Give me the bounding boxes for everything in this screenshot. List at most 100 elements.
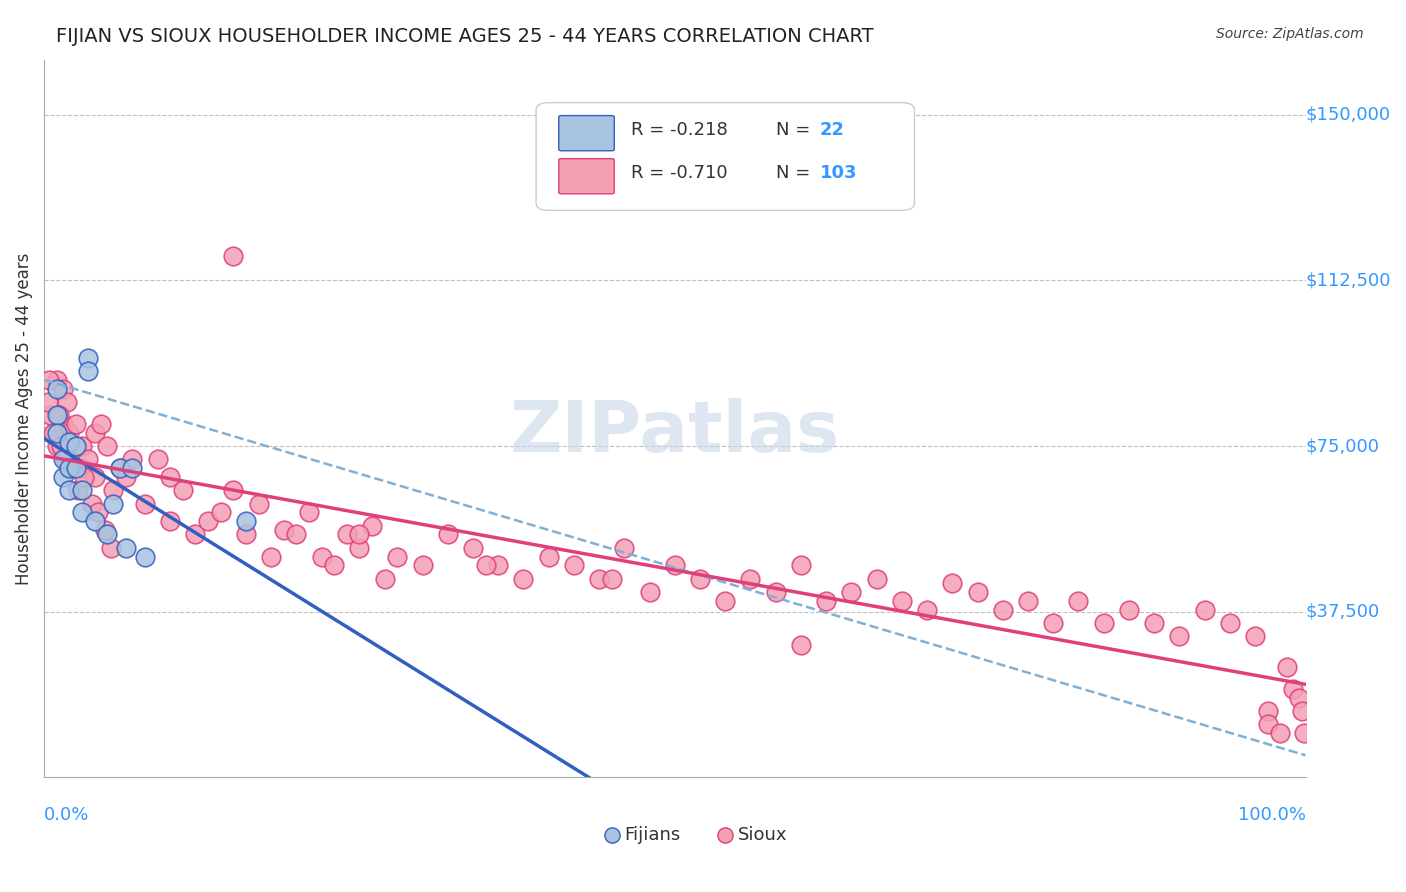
Point [562, 558, 585, 573]
Point [1017, 593, 1039, 607]
Point [664, 558, 686, 573]
Point [58, 452, 80, 467]
Point [45, 382, 67, 396]
Point [1219, 615, 1241, 630]
Point [412, 558, 434, 573]
Point [512, 572, 534, 586]
Point [115, 541, 138, 555]
Point [1244, 629, 1267, 643]
Text: ZIPatlas: ZIPatlas [510, 399, 839, 467]
Point [45, 425, 67, 440]
Point [70, 505, 93, 519]
Text: Sioux: Sioux [738, 826, 787, 844]
Point [1288, 690, 1310, 705]
Point [689, 572, 711, 586]
Point [349, 527, 371, 541]
Point [52, 417, 75, 431]
Point [790, 638, 813, 652]
Point [65, 417, 87, 431]
Point [1042, 615, 1064, 630]
Point [52, 470, 75, 484]
Text: $112,500: $112,500 [1306, 271, 1391, 289]
FancyBboxPatch shape [558, 116, 614, 151]
Point [159, 514, 181, 528]
Text: R = -0.218: R = -0.218 [631, 121, 727, 139]
Text: $150,000: $150,000 [1306, 106, 1391, 124]
Point [841, 585, 863, 599]
Point [77, 351, 100, 365]
Point [1118, 602, 1140, 616]
Point [1291, 704, 1313, 718]
Point [39, 408, 62, 422]
Point [613, 541, 636, 555]
Text: 100.0%: 100.0% [1237, 806, 1306, 824]
Point [134, 496, 156, 510]
Point [90, 417, 112, 431]
Point [44, 425, 66, 440]
Point [146, 452, 169, 467]
Point [55, 452, 77, 467]
Point [537, 549, 560, 564]
Point [58, 434, 80, 449]
Point [100, 541, 122, 555]
Point [349, 541, 371, 555]
Text: 22: 22 [820, 121, 845, 139]
Point [58, 483, 80, 498]
Point [1294, 726, 1316, 740]
Point [96, 439, 118, 453]
Text: N =: N = [776, 121, 815, 139]
Point [1067, 593, 1090, 607]
Point [108, 461, 131, 475]
Point [197, 514, 219, 528]
Point [323, 558, 346, 573]
Point [1143, 615, 1166, 630]
Point [38, 373, 60, 387]
Point [172, 483, 194, 498]
Point [588, 572, 610, 586]
Point [966, 585, 988, 599]
Point [80, 496, 103, 510]
Point [311, 549, 333, 564]
Point [1270, 726, 1292, 740]
Point [37, 395, 59, 409]
Point [1257, 704, 1279, 718]
Point [374, 572, 396, 586]
Point [235, 527, 257, 541]
Point [941, 576, 963, 591]
Point [991, 602, 1014, 616]
Point [890, 593, 912, 607]
FancyBboxPatch shape [536, 103, 914, 211]
Text: FIJIAN VS SIOUX HOUSEHOLDER INCOME AGES 25 - 44 YEARS CORRELATION CHART: FIJIAN VS SIOUX HOUSEHOLDER INCOME AGES … [56, 27, 875, 45]
Point [1092, 615, 1115, 630]
Point [222, 483, 245, 498]
Point [65, 461, 87, 475]
Point [298, 505, 321, 519]
Point [83, 425, 105, 440]
Point [273, 523, 295, 537]
Point [103, 483, 125, 498]
Point [87, 505, 110, 519]
Point [209, 505, 232, 519]
Point [714, 770, 737, 784]
Point [42, 425, 65, 440]
Point [49, 439, 72, 453]
Point [58, 461, 80, 475]
Point [52, 452, 75, 467]
Point [474, 558, 496, 573]
Point [45, 408, 67, 422]
Point [83, 470, 105, 484]
Point [93, 523, 115, 537]
Text: R = -0.710: R = -0.710 [631, 164, 727, 182]
Text: $37,500: $37,500 [1306, 603, 1379, 621]
Point [115, 470, 138, 484]
Point [65, 439, 87, 453]
Point [134, 549, 156, 564]
Point [77, 364, 100, 378]
Point [740, 572, 762, 586]
Text: N =: N = [776, 164, 815, 182]
Point [108, 461, 131, 475]
Point [48, 408, 70, 422]
Point [915, 602, 938, 616]
Point [235, 514, 257, 528]
FancyBboxPatch shape [558, 159, 614, 194]
